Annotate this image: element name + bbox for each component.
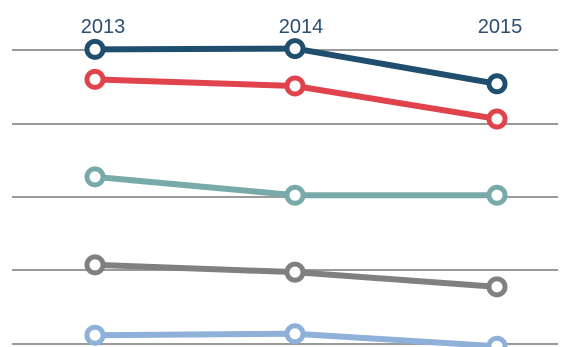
x-tick-label-2015: 2015 (478, 16, 523, 38)
series-group (84, 38, 508, 347)
x-axis-labels: 2013 2014 2015 (81, 16, 523, 38)
series-5-point-2013 (84, 324, 106, 346)
series-3-point-2015 (486, 184, 508, 206)
series-2 (84, 68, 508, 130)
series-4-point-2015 (486, 276, 508, 298)
series-3-point-2013 (84, 166, 106, 188)
x-tick-label-2013: 2013 (81, 16, 126, 38)
series-4 (84, 254, 508, 298)
series-1-point-2015 (486, 73, 508, 95)
series-5 (84, 323, 508, 347)
series-2-point-2014 (284, 75, 306, 97)
series-1-point-2014 (284, 38, 306, 60)
series-4-point-2014 (284, 261, 306, 283)
series-2-point-2015 (486, 108, 508, 130)
series-4-point-2013 (84, 254, 106, 276)
series-3 (84, 166, 508, 206)
series-1 (84, 38, 508, 95)
series-5-point-2015 (486, 335, 508, 347)
series-5-point-2014 (284, 323, 306, 345)
x-tick-label-2014: 2014 (279, 16, 324, 38)
series-2-point-2013 (84, 68, 106, 90)
series-1-point-2013 (84, 38, 106, 60)
series-3-point-2014 (284, 184, 306, 206)
